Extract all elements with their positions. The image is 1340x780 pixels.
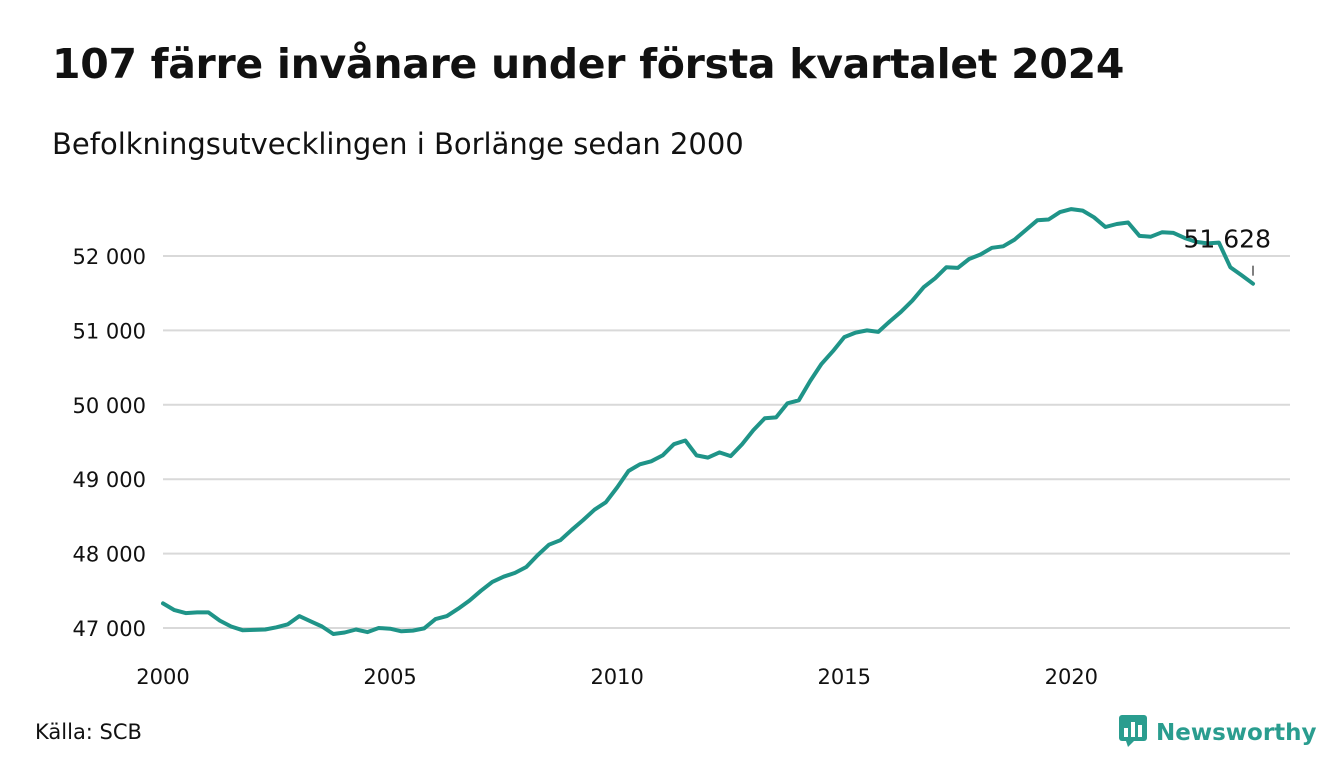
x-tick-label: 2005: [363, 665, 416, 689]
x-axis-tick-labels: 2000 2005 2010 2015 2020: [136, 665, 1098, 689]
newsworthy-chat-bars-icon: [1118, 714, 1148, 752]
y-tick-label: 52 000: [73, 245, 146, 269]
x-tick-label: 2015: [818, 665, 871, 689]
brand-name: Newsworthy: [1156, 720, 1317, 746]
x-tick-label: 2020: [1045, 665, 1098, 689]
x-tick-label: 2000: [136, 665, 189, 689]
brand-logo: Newsworthy: [1118, 714, 1317, 752]
last-value-annotation: 51 628: [1184, 225, 1271, 276]
population-series: [161, 207, 1255, 636]
chart-title: 107 färre invånare under första kvartale…: [52, 40, 1125, 88]
y-tick-label: 48 000: [73, 543, 146, 567]
gridlines: [163, 255, 1290, 629]
y-tick-label: 51 000: [73, 319, 146, 343]
y-tick-label: 50 000: [73, 394, 146, 418]
y-axis-tick-labels: 47 000 48 000 49 000 50 000 51 000 52 000: [73, 245, 146, 641]
annotation-label: 51 628: [1184, 225, 1271, 254]
series-line: [161, 207, 1255, 636]
x-tick-label: 2010: [590, 665, 643, 689]
y-tick-label: 49 000: [73, 468, 146, 492]
chart-subtitle: Befolkningsutvecklingen i Borlänge sedan…: [52, 127, 744, 161]
source-note: Källa: SCB: [35, 720, 142, 744]
y-tick-label: 47 000: [73, 617, 146, 641]
